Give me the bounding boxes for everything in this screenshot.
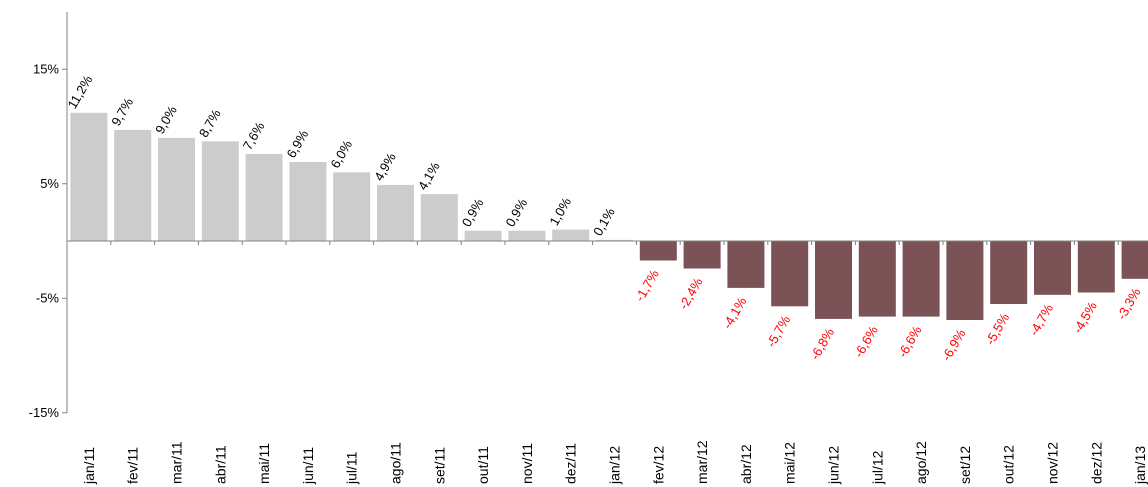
x-tick-label: jan/13 [1132,446,1148,485]
y-ticks-group: 15% 5% -5% -15% [29,61,67,420]
x-tick-label: jul/12 [869,450,885,485]
bar [508,230,546,241]
x-tick-label: set/11 [431,447,447,484]
bar [946,241,984,320]
data-label: 4,1% [415,159,443,193]
x-tick-label: dez/12 [1088,442,1104,484]
bar [1077,241,1115,293]
data-label: -4,7% [1026,301,1056,338]
bar [158,137,195,241]
data-label: -2,4% [676,275,706,312]
data-label: -3,3% [1114,285,1144,322]
data-label: 4,9% [371,150,399,184]
x-tick-label: ago/12 [913,441,929,484]
x-tick-label: mar/11 [169,441,185,484]
x-tick-label: set/12 [957,446,973,484]
data-label: -4,1% [720,294,750,331]
data-label: 8,7% [196,106,224,140]
y-tick-label: 15% [33,61,59,76]
bar [420,194,458,241]
data-label: -6,6% [895,323,925,360]
bar [245,154,283,241]
bar [377,184,414,241]
bar [596,239,633,241]
x-ticks-group: jan/11 fev/11 mar/11 abr/11 mai/11 jun/11 jul/… [81,241,1148,485]
x-tick-label: nov/11 [519,443,535,484]
y-tick-label: 5% [40,176,59,191]
bar [289,162,327,241]
bar [464,230,502,241]
x-tick-label: abr/11 [212,445,228,484]
x-tick-label: mai/12 [782,442,798,484]
bar [858,241,896,317]
x-tick-label: out/12 [1001,445,1017,484]
x-tick-label: jun/11 [300,447,316,485]
x-tick-label: abr/12 [738,444,754,484]
bar [114,129,152,241]
bar [815,241,852,319]
x-tick-label: fev/12 [650,446,666,484]
bar [990,241,1028,304]
data-label: 0,1% [590,205,618,239]
data-label: -5,5% [982,310,1012,347]
x-tick-label: jan/12 [607,446,623,485]
data-label: 0,9% [459,196,487,230]
x-tick-label: nov/12 [1045,442,1061,484]
data-label: -4,5% [1070,299,1100,336]
x-tick-label: jan/11 [81,447,97,485]
data-label: -6,8% [807,325,837,362]
bar [333,172,371,241]
data-label: 9,0% [152,103,180,137]
bar [902,241,940,317]
data-label: 1,0% [546,195,574,229]
data-label: 9,7% [108,95,136,129]
x-tick-label: fev/11 [125,447,141,484]
data-label: -1,7% [632,267,662,304]
bar [552,229,590,241]
data-label: 0,9% [503,196,531,230]
x-tick-label: mai/11 [256,443,272,484]
x-tick-label: dez/11 [563,443,579,484]
bar [639,241,677,261]
data-label: 11,2% [65,72,96,111]
bar [771,241,809,307]
bar [683,241,721,269]
bar [1034,241,1071,295]
bar [70,112,108,241]
x-tick-label: ago/11 [388,442,404,484]
data-label: -5,7% [763,313,793,350]
data-label: -6,9% [939,326,969,363]
data-label: 6,0% [327,137,355,171]
y-tick-label: -5% [36,290,60,305]
x-tick-label: mar/12 [694,440,710,484]
data-label: -6,6% [851,323,881,360]
bar [727,241,765,288]
x-tick-label: jun/12 [826,446,842,485]
y-tick-label: -15% [29,405,60,420]
bars-group [70,112,1148,320]
x-tick-label: out/11 [475,446,491,484]
bar [201,141,239,241]
data-label: 6,9% [284,127,312,161]
x-tick-label: jul/11 [344,451,360,485]
data-label: 7,6% [240,119,268,153]
axes-group [66,12,1148,413]
bar [1121,241,1148,279]
